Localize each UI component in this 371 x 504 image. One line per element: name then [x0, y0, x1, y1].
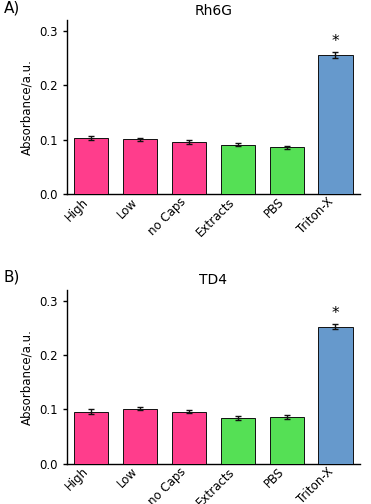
- Text: *: *: [332, 34, 339, 49]
- Bar: [221, 418, 255, 464]
- Bar: [172, 142, 206, 194]
- Text: B): B): [4, 270, 20, 285]
- Bar: [269, 417, 304, 464]
- Title: Rh6G: Rh6G: [194, 4, 232, 18]
- Text: A): A): [4, 0, 20, 15]
- Bar: [74, 138, 108, 194]
- Bar: [123, 139, 157, 194]
- Bar: [221, 145, 255, 194]
- Bar: [172, 411, 206, 464]
- Bar: [318, 327, 352, 464]
- Y-axis label: Absorbance/a.u.: Absorbance/a.u.: [20, 329, 33, 425]
- Bar: [318, 55, 352, 194]
- Text: *: *: [332, 306, 339, 321]
- Y-axis label: Absorbance/a.u.: Absorbance/a.u.: [20, 59, 33, 155]
- Bar: [269, 147, 304, 194]
- Title: TD4: TD4: [199, 273, 227, 287]
- Bar: [74, 411, 108, 464]
- Bar: [123, 409, 157, 464]
